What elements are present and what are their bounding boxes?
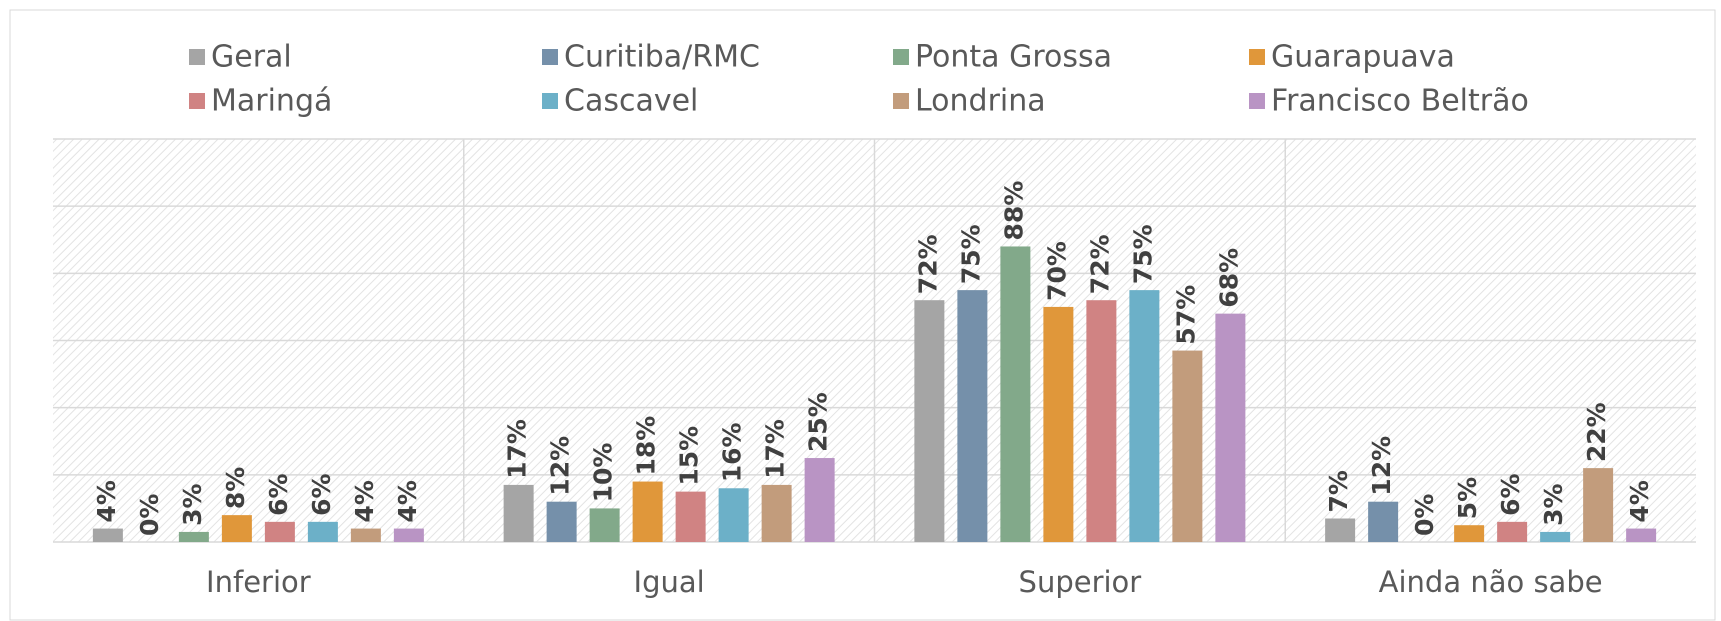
legend-label: Ponta Grossa (915, 40, 1112, 75)
x-tick-label: Inferior (206, 565, 311, 599)
bar (1086, 300, 1117, 542)
bar (1129, 290, 1160, 542)
legend-swatch (542, 49, 558, 65)
bar (914, 300, 945, 542)
legend-label: Francisco Beltrão (1271, 84, 1529, 119)
value-label: 10% (589, 443, 618, 503)
value-label: 6% (264, 473, 293, 515)
legend-label: Curitiba/RMC (564, 40, 760, 75)
bar (1540, 531, 1571, 542)
value-label: 6% (307, 473, 336, 515)
value-label: 4% (350, 480, 379, 522)
value-label: 25% (804, 392, 833, 452)
value-label: 8% (221, 467, 250, 509)
bar (632, 481, 663, 542)
bar (718, 488, 749, 542)
x-tick-label: Superior (1019, 565, 1142, 599)
bar (307, 521, 338, 542)
bar (503, 484, 534, 542)
bar (1172, 350, 1203, 542)
legend-label: Geral (211, 40, 292, 75)
bar (589, 508, 620, 542)
value-label: 88% (999, 181, 1028, 241)
value-label: 17% (761, 419, 790, 479)
value-label: 0% (135, 494, 164, 536)
value-label: 12% (1367, 436, 1396, 496)
chart-border (9, 9, 1716, 621)
bar (957, 290, 988, 542)
bar (264, 521, 295, 542)
value-label: 5% (1453, 477, 1482, 519)
legend-swatch (1249, 49, 1265, 65)
legend-label: Londrina (915, 84, 1046, 119)
value-label: 3% (1539, 483, 1568, 525)
value-label: 4% (1625, 480, 1654, 522)
value-label: 4% (92, 480, 121, 522)
value-label: 16% (718, 422, 747, 482)
legend-swatch (189, 49, 205, 65)
legend-swatch (189, 93, 205, 109)
value-label: 70% (1042, 241, 1071, 301)
bar (1368, 501, 1399, 542)
bar (1325, 518, 1356, 542)
bar (1043, 306, 1074, 542)
value-label: 12% (546, 436, 575, 496)
value-label: 15% (675, 426, 704, 486)
x-tick-label: Igual (634, 565, 705, 599)
bar (675, 491, 706, 542)
value-label: 68% (1214, 248, 1243, 308)
value-label: 72% (1085, 234, 1114, 294)
value-label: 17% (503, 419, 532, 479)
bar (546, 501, 577, 542)
bar (92, 528, 123, 542)
bar (761, 484, 792, 542)
legend-label: Guarapuava (1271, 40, 1455, 75)
legend-label: Maringá (211, 84, 332, 119)
legend-label: Cascavel (564, 84, 698, 119)
value-label: 4% (393, 480, 422, 522)
bar (804, 458, 835, 542)
bar (1497, 521, 1528, 542)
bar (1626, 528, 1657, 542)
value-label: 18% (632, 416, 661, 476)
bar (178, 531, 209, 542)
bar (221, 515, 252, 542)
value-label: 0% (1410, 494, 1439, 536)
legend-swatch (1249, 93, 1265, 109)
legend-swatch (542, 93, 558, 109)
value-label: 72% (913, 234, 942, 294)
bar (1583, 468, 1614, 542)
value-label: 75% (956, 224, 985, 284)
bar (1215, 313, 1246, 542)
legend-swatch (893, 49, 909, 65)
value-label: 6% (1496, 473, 1525, 515)
value-label: 57% (1171, 285, 1200, 345)
value-label: 3% (178, 483, 207, 525)
bar (393, 528, 424, 542)
value-label: 7% (1324, 470, 1353, 512)
legend-swatch (893, 93, 909, 109)
bar (1000, 246, 1031, 542)
x-tick-label: Ainda não sabe (1379, 565, 1603, 599)
value-label: 22% (1582, 402, 1611, 462)
bar (1454, 525, 1485, 542)
bar (350, 528, 381, 542)
value-label: 75% (1128, 224, 1157, 284)
